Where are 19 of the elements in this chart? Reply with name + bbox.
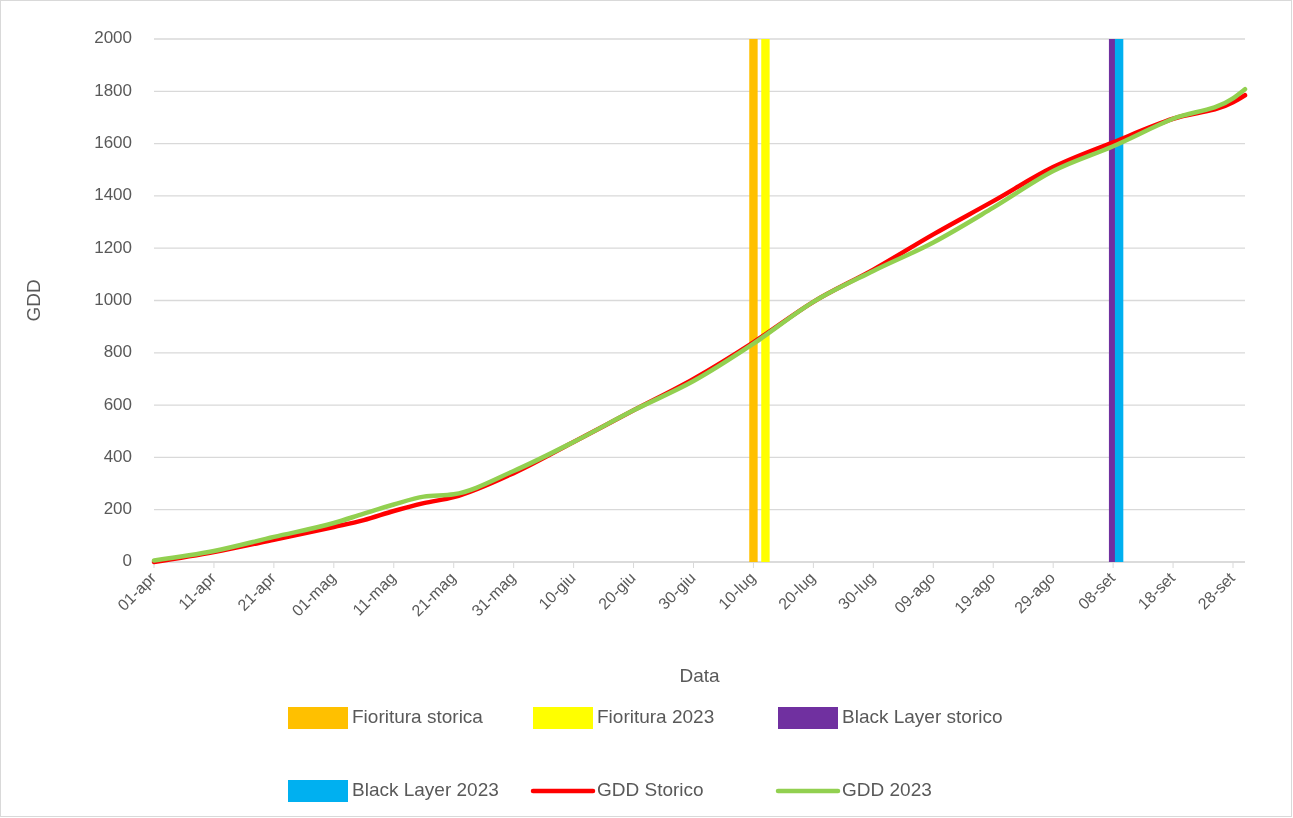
y-tick-label: 1800 [94,80,132,100]
y-tick-label: 1600 [94,133,132,153]
legend-label: Black Layer storico [842,706,1003,728]
legend-label: Fioritura storica [352,706,484,728]
y-tick-label: 1400 [94,185,132,205]
y-tick-label: 0 [122,551,132,571]
y-tick-label: 1200 [94,237,132,257]
y-tick-label: 600 [103,394,132,414]
y-axis-title: GDD [23,279,44,322]
y-tick-label: 200 [103,499,132,519]
legend-label: GDD 2023 [842,779,932,801]
x-axis-title: Data [679,665,720,686]
y-tick-label: 2000 [94,28,132,48]
y-tick-label: 800 [103,342,132,362]
y-tick-label: 400 [103,446,132,466]
legend-label: Black Layer 2023 [352,779,499,801]
y-tick-label: 1000 [94,289,132,309]
legend-label: Fioritura 2023 [597,706,715,728]
legend-label: GDD Storico [597,779,704,801]
